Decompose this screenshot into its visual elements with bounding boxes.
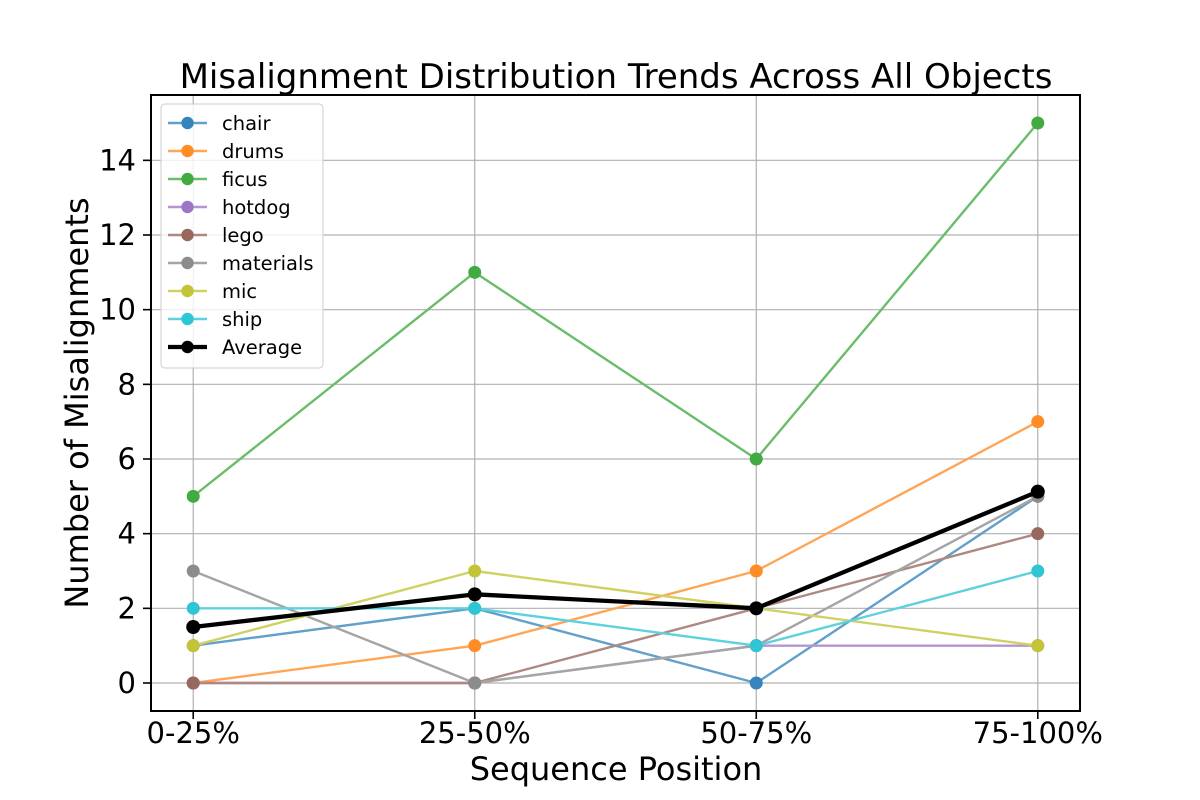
y-tick-label: 4 — [118, 517, 136, 551]
data-point-ship — [1031, 564, 1045, 578]
x-tick-label: 0-25% — [147, 716, 240, 750]
y-tick-label: 0 — [118, 666, 136, 700]
series-Average — [186, 484, 1045, 634]
legend-label: lego — [222, 224, 264, 247]
legend-marker — [181, 340, 194, 354]
x-tick-label: 25-50% — [419, 716, 531, 750]
data-point-ship — [468, 601, 482, 615]
y-tick-label: 14 — [99, 143, 136, 177]
legend-item-lego: lego — [168, 224, 264, 247]
legend-marker — [181, 116, 194, 130]
y-tick-label: 6 — [118, 442, 136, 476]
x-tick-label: 75-100% — [973, 716, 1103, 750]
legend-marker — [181, 284, 194, 298]
y-tick-label: 12 — [99, 218, 136, 252]
legend-item-ficus: ficus — [168, 168, 268, 191]
y-axis-label: Number of Misalignments — [58, 197, 96, 608]
y-tick-label: 8 — [118, 367, 136, 401]
legend-item-drums: drums — [168, 140, 284, 163]
legend: chair drums ficus hotdog lego materials mic shi… — [160, 103, 324, 369]
data-point-chair — [749, 676, 763, 690]
series-lines — [186, 116, 1045, 690]
series-line-Average — [192, 489, 1039, 630]
legend-item-chair: chair — [168, 112, 271, 135]
data-point-Average — [186, 620, 201, 634]
legend-item-ship: ship — [168, 308, 262, 331]
data-point-ficus — [1031, 116, 1045, 130]
legend-item-hotdog: hotdog — [168, 196, 291, 219]
data-point-materials — [468, 676, 482, 690]
legend-label: chair — [222, 112, 271, 135]
y-tick-label: 10 — [99, 293, 136, 327]
legend-marker — [181, 256, 194, 270]
legend-marker — [181, 312, 194, 326]
data-point-mic — [468, 564, 482, 578]
data-point-ficus — [468, 265, 482, 279]
legend-label: hotdog — [222, 196, 291, 219]
legend-label: ship — [222, 308, 262, 331]
series-line-ficus — [192, 122, 1039, 498]
data-point-lego — [186, 676, 200, 690]
data-point-ficus — [749, 452, 763, 466]
series-ship — [186, 564, 1045, 653]
series-line-materials — [192, 495, 1039, 685]
chart-title: Misalignment Distribution Trends Across … — [180, 57, 1053, 97]
axes — [143, 94, 1081, 719]
series-drums — [186, 415, 1045, 690]
data-point-mic — [186, 639, 200, 653]
y-tick-label: 2 — [118, 591, 136, 625]
legend-label: ficus — [222, 168, 268, 191]
legend-marker — [181, 144, 194, 158]
data-point-lego — [1031, 527, 1045, 541]
series-ficus — [186, 116, 1045, 503]
series-line-drums — [193, 420, 1039, 685]
legend-item-mic: mic — [168, 280, 257, 303]
legend-label: materials — [222, 252, 314, 275]
x-axis-label: Sequence Position — [470, 750, 763, 788]
data-point-drums — [468, 639, 482, 653]
legend-item-Average: Average — [168, 336, 302, 359]
legend-marker — [181, 172, 194, 186]
data-point-ship — [749, 639, 763, 653]
data-point-Average — [467, 587, 482, 602]
legend-label: Average — [222, 336, 302, 359]
data-point-Average — [1030, 484, 1045, 499]
legend-marker — [181, 228, 194, 242]
legend-box — [160, 103, 324, 369]
x-tick-label: 50-75% — [700, 716, 812, 750]
legend-label: drums — [222, 140, 284, 163]
data-point-ficus — [186, 489, 200, 503]
data-point-drums — [749, 564, 763, 578]
legend-item-materials: materials — [168, 252, 314, 275]
series-line-ship — [193, 569, 1039, 647]
data-point-Average — [749, 601, 764, 616]
tick-labels: 0-25% 25-50% 50-75% 75-100% 0 2 4 6 8 10 12 14 — [99, 143, 1103, 750]
legend-marker — [181, 200, 194, 214]
data-point-materials — [186, 564, 200, 578]
legend-label: mic — [222, 280, 257, 303]
data-point-mic — [1031, 639, 1045, 653]
data-point-drums — [1031, 415, 1045, 429]
data-point-ship — [186, 601, 200, 615]
plot-border — [150, 94, 1081, 712]
